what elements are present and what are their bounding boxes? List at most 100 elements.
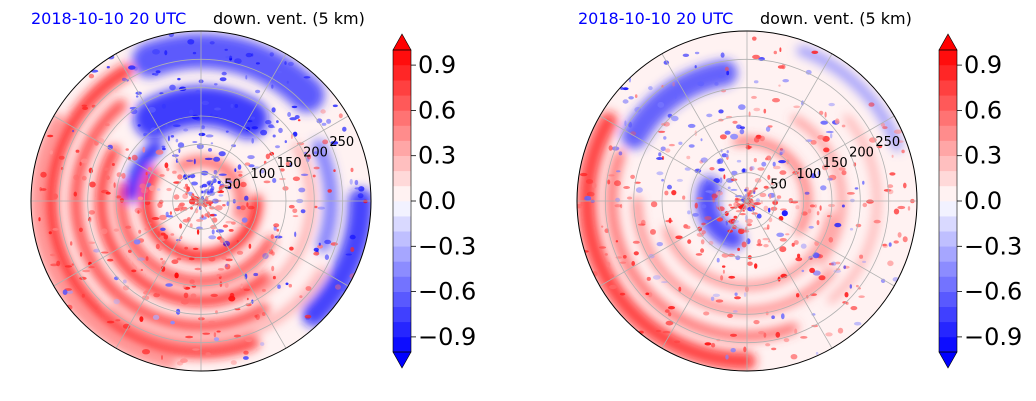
field-cell [752,36,757,41]
field-cell [816,220,820,226]
field-cell [743,292,747,297]
field-cell [262,312,266,316]
field-cell [173,194,180,200]
field-cell [48,231,52,235]
field-cell [667,184,672,190]
field-cell [850,306,858,311]
field-cell [198,132,206,137]
colorbar-segment [393,306,411,323]
field-cell [224,180,233,184]
field-cell [758,331,765,335]
field-cell [216,190,225,194]
field-cell [622,87,629,91]
field-cell [805,69,812,75]
colorbar-segment [939,216,957,232]
field-cell [708,190,714,194]
field-cell [725,354,729,360]
field-cell [214,107,221,111]
field-cell [614,204,622,208]
field-cell [842,301,848,304]
grid-ring [58,58,344,344]
field-cell [40,188,47,191]
field-cell [106,175,110,180]
field-cell [166,215,174,218]
field-cell [713,178,720,184]
colorbar-segment [393,231,411,247]
field-cell [152,314,160,320]
field-cell [246,202,249,208]
colorbar-segment [393,246,411,262]
ring-label: 50 [770,177,787,192]
field-cell [278,127,283,134]
field-cell [135,95,139,98]
field-cell [818,275,826,281]
field-cell [56,260,61,267]
field-cell [722,265,726,268]
field-cell [177,77,181,81]
field-cell [251,126,258,130]
field-cell [275,145,280,149]
field-cell [620,203,623,209]
field-cell [817,170,821,176]
field-cell [160,257,164,261]
field-cell [187,39,195,45]
field-cell [171,259,179,265]
field-cell [844,292,849,298]
field-cell [763,244,769,248]
field-cell [216,274,222,277]
field-cell [700,248,705,253]
field-cell [778,160,786,164]
field-cell [615,197,621,203]
field-cell [52,228,59,231]
field-cell [131,154,138,161]
field-cell [284,61,287,65]
panel-right: 2018-10-10 20 UTC down. vent. (5 km) 50 1… [576,9,1022,372]
field-cell [313,166,320,170]
field-cell [661,178,664,182]
field-cell [324,254,329,260]
field-cell [176,257,182,261]
field-cell [222,204,226,207]
field-cell [50,263,58,267]
field-cell [179,202,185,207]
field-cell [165,283,173,287]
field-cell [139,316,144,322]
field-cell [795,205,800,210]
field-cell [288,283,292,288]
field-cell [189,173,196,179]
field-cell [189,109,194,115]
grid-ring [172,172,230,230]
colorbar-segment [939,246,957,262]
field-cell [245,303,252,307]
field-cell [107,258,114,262]
field-cell [287,112,291,117]
field-cell [797,253,801,258]
field-cell [225,130,229,133]
field-cell [648,86,653,91]
field-cell [125,225,132,229]
grid-ring [604,58,890,344]
field-cell [243,356,249,360]
field-cell [742,168,746,173]
field-cell [81,104,88,107]
field-cell [121,172,126,179]
field-cell [850,198,855,203]
field-cell [260,129,268,136]
field-cell [276,228,280,232]
field-cell [714,82,719,86]
field-cell [744,204,747,211]
field-cell [138,229,142,234]
field-cell [724,130,731,135]
field-cell [780,208,787,211]
field-cell [193,158,196,165]
field-cell [147,167,152,171]
field-cell [72,129,75,133]
field-cell [172,170,177,174]
field-cell [229,292,235,298]
field-cell [106,320,115,324]
field-cell [122,279,127,284]
field-cell [70,241,73,246]
field-cell [240,205,246,211]
field-cell [259,169,265,174]
field-cell [841,124,846,128]
